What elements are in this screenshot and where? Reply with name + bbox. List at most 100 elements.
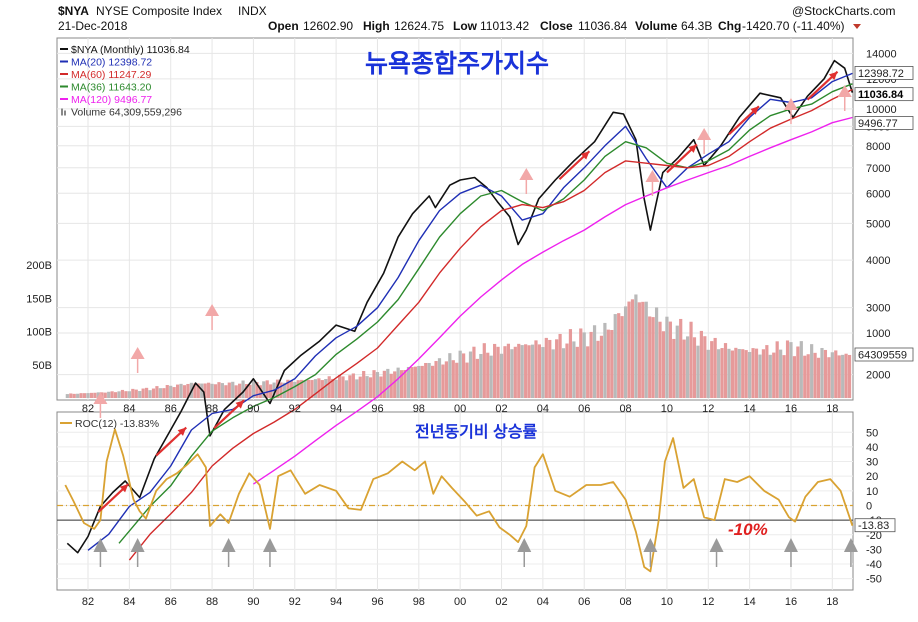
trend-arrow-head	[688, 144, 697, 153]
price-x-tick-label: 92	[289, 403, 301, 415]
volume-bar	[434, 361, 438, 398]
volume-y-tick-label: 100B	[26, 327, 52, 339]
roc-y-tick-label: 50	[866, 427, 878, 439]
volume-bar	[513, 346, 517, 398]
volume-bar	[789, 342, 793, 398]
price-x-tick-label: 84	[123, 403, 135, 415]
volume-bar	[486, 352, 490, 398]
volume-bar	[765, 345, 769, 398]
volume-bar	[103, 392, 107, 398]
volume-bar	[792, 356, 797, 398]
volume-bar	[661, 331, 666, 398]
volume-bar	[520, 345, 524, 398]
buy-arrow-head	[93, 392, 108, 404]
volume-bar	[730, 350, 734, 398]
volume-bar	[499, 353, 504, 398]
grid-layer	[57, 38, 853, 590]
trend-arrow-head	[235, 400, 245, 409]
price-x-tick-label: 06	[578, 403, 590, 415]
roc-x-tick-label: 86	[165, 596, 177, 608]
volume-bar	[86, 393, 90, 398]
volume-bar	[69, 393, 73, 398]
price-x-tick-label: 00	[454, 403, 466, 415]
price-y-tick-label: 8000	[866, 141, 890, 153]
volume-bar	[465, 362, 469, 398]
legend-entry-text: MA(20) 12398.72	[71, 57, 152, 69]
roc-legend: ROC(12) -13.83%	[60, 418, 159, 430]
volume-bar	[658, 321, 662, 398]
volume-bar	[644, 301, 648, 398]
roc-x-tick-label: 10	[661, 596, 673, 608]
volume-bar	[782, 355, 786, 398]
volume-bar	[675, 325, 679, 398]
low-value: 11013.42	[480, 19, 529, 33]
volume-bar	[479, 353, 483, 398]
volume-bar	[651, 317, 655, 398]
roc-x-tick-label: 04	[537, 596, 549, 608]
volume-bar	[399, 370, 404, 398]
volume-bar	[368, 377, 373, 398]
volume-bar	[837, 355, 841, 398]
volume-bar	[548, 339, 552, 398]
volume-label: Volume	[635, 19, 678, 33]
volume-bar	[172, 387, 176, 398]
chg-label: Chg	[718, 19, 741, 33]
volume-bar	[630, 299, 635, 398]
ma120-value-tag: 9496.77	[858, 118, 898, 130]
volume-bar	[830, 352, 834, 398]
volume-bar	[744, 350, 748, 398]
roc-arrow-head	[517, 538, 532, 552]
legend-volume-icon	[64, 110, 66, 116]
roc-arrow-head	[130, 538, 145, 552]
brand-label: @StockCharts.com	[792, 4, 896, 18]
volume-bar	[648, 316, 652, 398]
roc-x-tick-label: 92	[289, 596, 301, 608]
volume-bar	[668, 321, 672, 398]
volume-bar	[65, 394, 69, 398]
volume-value: 64.3B	[681, 19, 712, 33]
roc-series-line	[64, 428, 854, 573]
volume-bar	[337, 374, 342, 398]
volume-bar	[699, 330, 703, 398]
volume-bar	[341, 376, 345, 398]
volume-bar	[334, 379, 338, 398]
volume-bar	[265, 380, 269, 398]
buy-arrow-head	[645, 170, 660, 182]
volume-bar	[76, 393, 80, 398]
volume-y-tick-label: 200B	[26, 260, 52, 272]
settings-caret-icon[interactable]	[853, 24, 861, 29]
volume-bar	[144, 387, 149, 398]
volume-bar	[582, 332, 586, 398]
volume-bar	[169, 385, 173, 398]
volume-bar	[475, 358, 479, 398]
volume-bar	[386, 368, 390, 398]
volume-bar	[279, 382, 283, 398]
volume-bar	[396, 367, 400, 398]
roc-value-tag: -13.83	[858, 520, 889, 532]
volume-bar	[696, 345, 700, 398]
volume-bar	[393, 371, 397, 398]
volume-bar	[72, 393, 76, 398]
volume-bar	[317, 378, 321, 398]
volume-bar	[124, 391, 128, 398]
price-x-tick-label: 82	[82, 403, 94, 415]
index-name: NYSE Composite Index	[96, 4, 222, 18]
price-x-tick-label: 96	[371, 403, 383, 415]
volume-value-tag: 64309559	[858, 350, 907, 362]
price-series-line	[66, 59, 854, 554]
volume-bar	[568, 329, 573, 398]
price-y-tick-label: 5000	[866, 218, 890, 230]
volume-bar	[555, 339, 559, 398]
volume-bar	[127, 391, 131, 398]
roc-arrow-head	[783, 538, 798, 552]
volume-bar	[234, 385, 238, 398]
volume-bar	[834, 350, 838, 398]
volume-bar	[131, 388, 135, 398]
volume-layer	[65, 294, 852, 398]
volume-bar	[289, 380, 293, 398]
volume-bar	[262, 381, 266, 398]
volume-bar	[351, 373, 355, 398]
volume-bar	[413, 366, 417, 398]
price-y-tick-label: 3000	[866, 303, 890, 315]
volume-bar	[510, 349, 514, 398]
